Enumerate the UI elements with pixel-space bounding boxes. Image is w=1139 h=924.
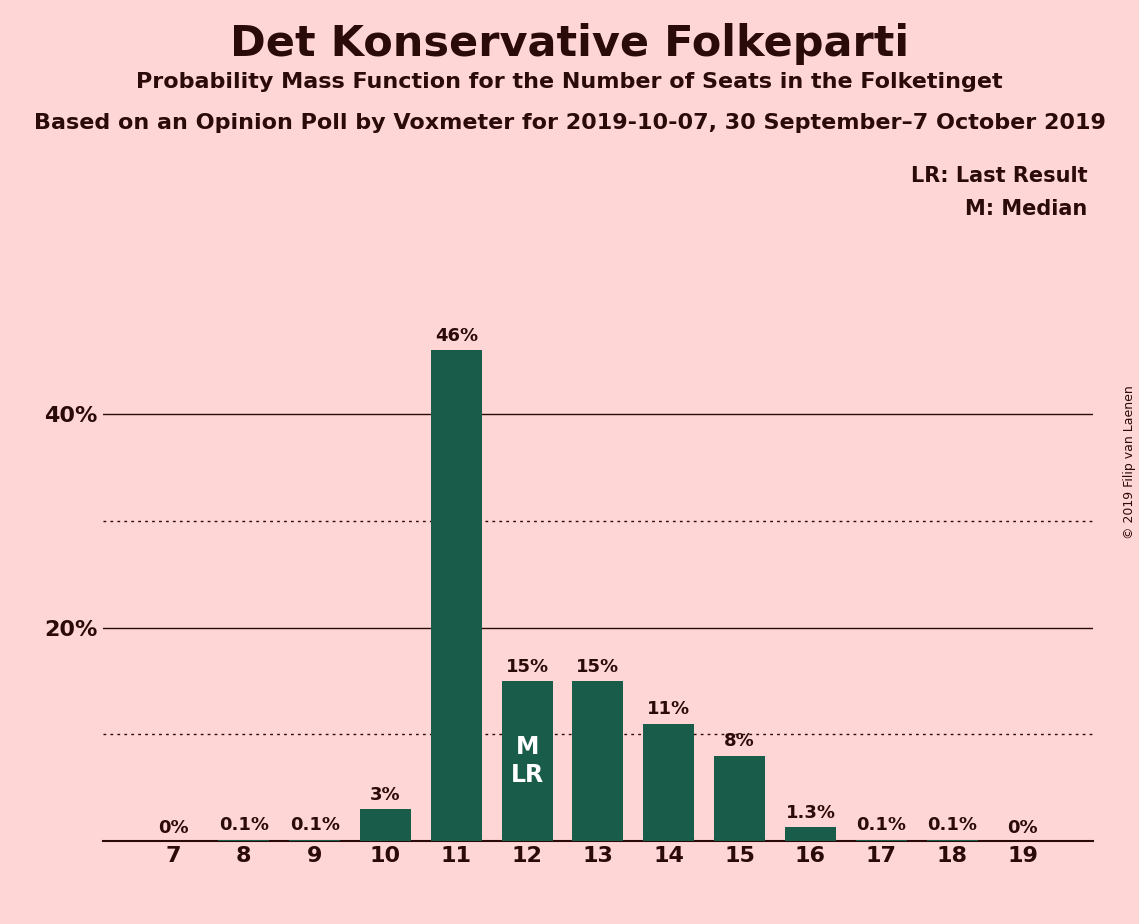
Bar bbox=[785, 827, 836, 841]
Text: © 2019 Filip van Laenen: © 2019 Filip van Laenen bbox=[1123, 385, 1137, 539]
Bar bbox=[855, 840, 907, 841]
Text: 8%: 8% bbox=[724, 732, 755, 750]
Text: M
LR: M LR bbox=[510, 735, 543, 786]
Bar bbox=[714, 756, 765, 841]
Text: Probability Mass Function for the Number of Seats in the Folketinget: Probability Mass Function for the Number… bbox=[137, 72, 1002, 92]
Bar bbox=[927, 840, 977, 841]
Text: 15%: 15% bbox=[576, 658, 620, 675]
Bar bbox=[573, 681, 623, 841]
Text: LR: Last Result: LR: Last Result bbox=[911, 166, 1088, 187]
Text: M: Median: M: Median bbox=[966, 199, 1088, 219]
Text: 46%: 46% bbox=[435, 327, 478, 345]
Bar bbox=[644, 723, 695, 841]
Text: 0.1%: 0.1% bbox=[927, 817, 977, 834]
Bar bbox=[501, 681, 552, 841]
Text: 1.3%: 1.3% bbox=[786, 804, 835, 821]
Text: 15%: 15% bbox=[506, 658, 549, 675]
Bar bbox=[431, 350, 482, 841]
Text: 0%: 0% bbox=[1008, 819, 1039, 836]
Text: Based on an Opinion Poll by Voxmeter for 2019-10-07, 30 September–7 October 2019: Based on an Opinion Poll by Voxmeter for… bbox=[33, 113, 1106, 133]
Text: 11%: 11% bbox=[647, 700, 690, 718]
Text: 0.1%: 0.1% bbox=[219, 817, 269, 834]
Text: 3%: 3% bbox=[370, 785, 401, 804]
Text: 0%: 0% bbox=[157, 819, 188, 836]
Text: 0.1%: 0.1% bbox=[289, 817, 339, 834]
Bar bbox=[219, 840, 269, 841]
Text: 0.1%: 0.1% bbox=[857, 817, 907, 834]
Text: Det Konservative Folkeparti: Det Konservative Folkeparti bbox=[230, 23, 909, 65]
Bar bbox=[360, 808, 411, 841]
Bar bbox=[289, 840, 341, 841]
